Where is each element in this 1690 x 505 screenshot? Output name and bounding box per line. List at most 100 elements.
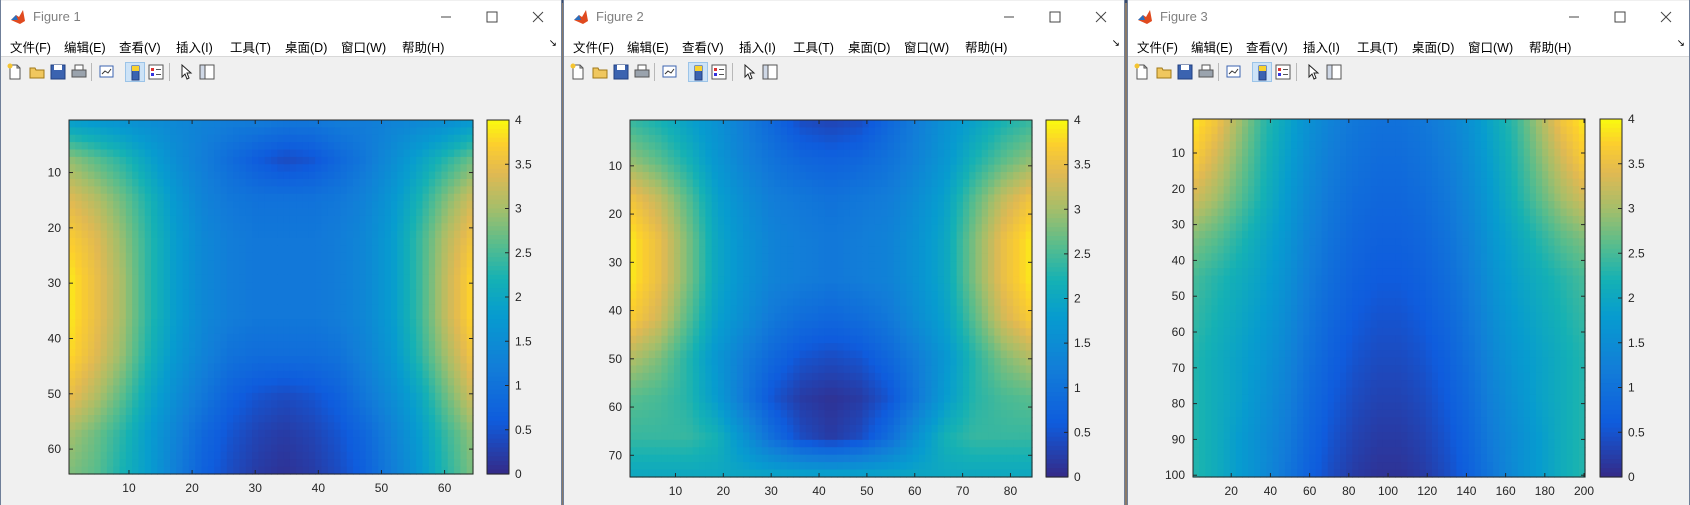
heatmap-cell [296, 429, 304, 438]
minimize-button[interactable] [423, 2, 469, 32]
print-icon[interactable] [69, 62, 89, 82]
menu-file[interactable]: 文件(F) [10, 41, 51, 55]
minimize-button[interactable] [986, 2, 1032, 32]
heatmap-cell [327, 260, 335, 269]
heatmap-cell [780, 149, 788, 158]
pointer-icon[interactable] [176, 62, 196, 82]
heatmap-cell [182, 238, 190, 246]
print-icon[interactable] [632, 62, 652, 82]
pointer-icon[interactable] [739, 62, 759, 82]
maximize-button[interactable] [1032, 2, 1078, 32]
menu-edit[interactable]: 编辑(E) [627, 41, 669, 55]
heatmap-cell [843, 313, 851, 322]
menu-tools[interactable]: 工具(T) [230, 41, 271, 55]
heatmap-cell [346, 120, 354, 128]
menu-view[interactable]: 查看(V) [682, 41, 724, 55]
heatmap-cell [245, 326, 253, 335]
heatmap-cell [125, 134, 133, 143]
heatmap-cell [75, 127, 83, 136]
link-plot-icon[interactable] [660, 62, 680, 82]
heatmap-cell [944, 239, 951, 248]
heatmap-cell [365, 134, 373, 143]
menu-help[interactable]: 帮助(H) [965, 41, 1008, 55]
menu-desktop[interactable]: 桌面(D) [285, 41, 328, 55]
heatmap-cell [994, 164, 1002, 173]
heatmap-cell [296, 341, 304, 350]
property-editor-icon[interactable] [760, 62, 780, 82]
heatmap-cell [296, 127, 304, 136]
new-file-icon[interactable] [5, 62, 25, 82]
heatmap-cell [736, 201, 744, 210]
heatmap-cell [214, 466, 222, 475]
heatmap-cell [125, 444, 133, 453]
link-plot-icon[interactable] [97, 62, 117, 82]
heatmap-cell [831, 201, 838, 210]
menu-insert[interactable]: 插入(I) [176, 41, 213, 55]
open-folder-icon[interactable] [590, 62, 610, 82]
heatmap-cell [1013, 157, 1021, 166]
maximize-button[interactable] [469, 2, 515, 32]
heatmap-cell [226, 289, 234, 298]
menu-overflow-icon[interactable]: ↘ [1111, 38, 1120, 49]
title-bar[interactable]: Figure 2 [564, 1, 1124, 32]
heatmap-cell [724, 305, 732, 314]
heatmap-cell [365, 385, 373, 394]
heatmap-cell [353, 297, 360, 305]
insert-colorbar-icon[interactable] [688, 62, 708, 82]
menu-view[interactable]: 查看(V) [119, 41, 161, 55]
close-button[interactable] [515, 2, 561, 32]
close-button[interactable] [1078, 2, 1124, 32]
heatmap-cell [774, 268, 782, 277]
heatmap-cell [655, 239, 663, 248]
insert-colorbar-icon[interactable] [125, 62, 145, 82]
menu-tools[interactable]: 工具(T) [793, 41, 834, 55]
heatmap-cell [353, 156, 360, 165]
heatmap-cell [125, 186, 133, 195]
menu-window[interactable]: 窗口(W) [904, 41, 950, 55]
save-icon[interactable] [611, 62, 631, 82]
heatmap-cell [460, 444, 468, 453]
menu-insert[interactable]: 插入(I) [739, 41, 776, 55]
insert-legend-icon[interactable] [709, 62, 729, 82]
new-file-icon[interactable] [568, 62, 588, 82]
heatmap-cell [403, 444, 411, 453]
heatmap-cell [454, 120, 461, 128]
open-folder-icon[interactable] [27, 62, 47, 82]
heatmap-cell [673, 305, 681, 314]
heatmap-cell [686, 305, 694, 314]
heatmap-cell [119, 429, 127, 438]
heatmap-cell [837, 142, 845, 151]
heatmap-cell [887, 276, 895, 285]
heatmap-cell [887, 179, 895, 188]
save-icon[interactable] [48, 62, 68, 82]
heatmap-cell [220, 319, 228, 328]
menu-help[interactable]: 帮助(H) [402, 41, 445, 55]
heatmap-cell [372, 319, 379, 328]
menu-edit[interactable]: 编辑(E) [64, 41, 106, 55]
menu-desktop[interactable]: 桌面(D) [848, 41, 891, 55]
heatmap-cell [447, 149, 455, 158]
heatmap-cell [950, 120, 958, 129]
menu-overflow-icon[interactable]: ↘ [548, 38, 557, 49]
heatmap-cell [207, 179, 215, 187]
heatmap-cell [239, 311, 247, 320]
menu-window[interactable]: 窗口(W) [341, 41, 387, 55]
heatmap-cell [787, 313, 794, 322]
heatmap-cell [283, 120, 291, 128]
heatmap-cell [132, 171, 140, 180]
heatmap-cell [195, 252, 203, 261]
heatmap-cell [106, 333, 114, 342]
heatmap-cell [944, 224, 951, 233]
heatmap-cell [258, 274, 266, 283]
heatmap-cell [799, 142, 807, 151]
heatmap-cell [1000, 186, 1008, 195]
heatmap-cell [441, 142, 449, 151]
heatmap-cell [201, 311, 209, 320]
insert-legend-icon[interactable] [146, 62, 166, 82]
heatmap-cell [397, 260, 405, 269]
property-editor-icon[interactable] [197, 62, 217, 82]
menu-file[interactable]: 文件(F) [573, 41, 614, 55]
title-bar[interactable]: Figure 1 [1, 1, 561, 32]
heatmap-cell [862, 179, 870, 188]
heatmap-cell [812, 268, 820, 277]
